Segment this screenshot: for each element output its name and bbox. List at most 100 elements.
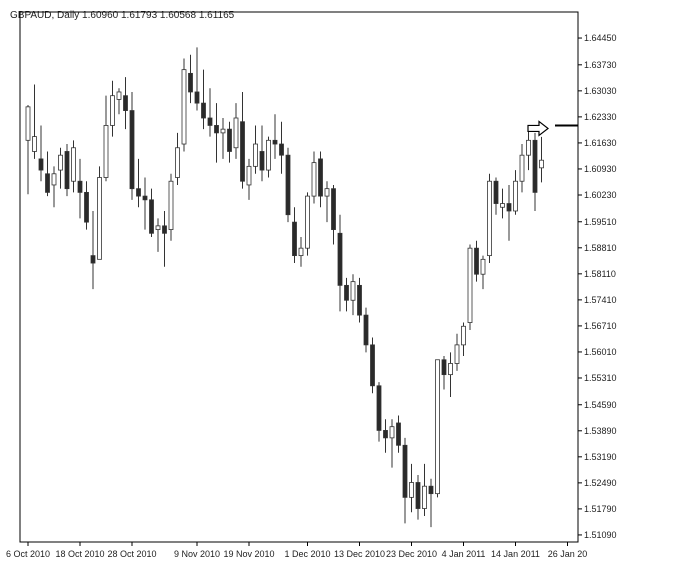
candle-body xyxy=(363,314,369,346)
candle-body xyxy=(513,180,518,212)
candle xyxy=(363,307,369,353)
candle xyxy=(272,114,278,159)
candle-body xyxy=(337,232,343,286)
candle-body xyxy=(201,102,206,119)
candle xyxy=(337,214,343,312)
candle xyxy=(116,88,122,115)
y-tick-label: 1.51790 xyxy=(584,504,617,514)
candle-body xyxy=(116,91,122,100)
candle xyxy=(480,255,486,290)
x-tick-label: 4 Jan 2011 xyxy=(442,549,486,559)
candle xyxy=(422,463,427,516)
x-tick-label: 13 Dec 2010 xyxy=(334,549,385,559)
candle-body xyxy=(532,139,538,193)
candle-body xyxy=(149,199,154,234)
candle-body xyxy=(110,95,115,126)
candle-body xyxy=(168,180,174,230)
y-tick-label: 1.63030 xyxy=(584,86,617,96)
candle-body xyxy=(285,154,291,216)
candle xyxy=(474,240,479,282)
candle xyxy=(181,58,187,152)
candle-body xyxy=(103,125,109,178)
y-tick-label: 1.59510 xyxy=(584,217,617,227)
candle xyxy=(136,158,141,208)
candle-body xyxy=(467,247,473,323)
y-tick-label: 1.60930 xyxy=(584,164,617,174)
candle-body xyxy=(539,159,544,169)
candle-body xyxy=(272,139,278,145)
candle-body xyxy=(58,154,63,171)
candle xyxy=(45,151,50,197)
candle xyxy=(97,166,102,260)
candle-body xyxy=(474,247,479,275)
candle-body xyxy=(233,117,239,149)
plot-frame xyxy=(19,11,579,543)
candle-body xyxy=(227,128,232,152)
candle xyxy=(331,184,336,245)
candle xyxy=(526,129,531,171)
x-tick-label: 6 Oct 2010 xyxy=(6,549,50,559)
candle xyxy=(318,151,323,208)
candle xyxy=(259,125,265,182)
y-tick-label: 1.64450 xyxy=(584,33,617,43)
candle xyxy=(376,382,382,442)
candle-body xyxy=(415,482,421,509)
candle xyxy=(513,170,518,215)
candle xyxy=(64,144,70,197)
candle xyxy=(383,419,388,453)
candle-body xyxy=(142,195,148,201)
candle-body xyxy=(240,121,245,182)
candle xyxy=(428,478,434,528)
candle xyxy=(532,132,538,211)
candle-body xyxy=(376,385,382,431)
candle-body xyxy=(97,177,102,260)
candle-body xyxy=(318,158,323,197)
candle-body xyxy=(214,125,219,134)
candle xyxy=(103,95,109,182)
y-tick-label: 1.56010 xyxy=(584,347,617,357)
candle xyxy=(396,415,401,453)
candle xyxy=(409,463,414,513)
y-tick-label: 1.53190 xyxy=(584,452,617,462)
candle-body xyxy=(357,284,362,316)
candle-body xyxy=(259,151,265,171)
y-tick-label: 1.63730 xyxy=(584,60,617,70)
candle xyxy=(389,419,395,468)
candle-body xyxy=(402,444,408,498)
price-arrow-icon xyxy=(527,120,549,137)
y-tick-label: 1.52490 xyxy=(584,478,617,488)
y-tick-label: 1.58810 xyxy=(584,243,617,253)
candle xyxy=(298,237,304,267)
candle xyxy=(227,121,232,163)
x-tick-label: 14 Jan 2011 xyxy=(491,549,540,559)
candle-body xyxy=(324,188,330,197)
candle-body xyxy=(396,422,401,446)
candle-body xyxy=(461,325,466,346)
y-tick-label: 1.60230 xyxy=(584,190,617,200)
candle xyxy=(357,277,362,323)
x-tick-label: 18 Oct 2010 xyxy=(55,549,104,559)
candle-body xyxy=(344,284,349,301)
candle xyxy=(123,77,128,130)
candle xyxy=(435,359,440,498)
candle xyxy=(519,144,525,193)
candle xyxy=(214,103,219,163)
candle-body xyxy=(292,221,297,257)
candle xyxy=(402,437,408,524)
candle-body xyxy=(435,359,440,495)
candle xyxy=(142,177,148,230)
y-tick-label: 1.55310 xyxy=(584,373,617,383)
candle xyxy=(149,188,154,238)
candle-body xyxy=(493,180,499,204)
candle xyxy=(25,104,31,195)
candle-body xyxy=(279,143,284,156)
y-tick-label: 1.56710 xyxy=(584,321,617,331)
candle-body xyxy=(38,158,44,171)
candle xyxy=(266,136,271,178)
candle-body xyxy=(506,203,512,212)
x-tick-label: 23 Dec 2010 xyxy=(386,549,437,559)
candle-body xyxy=(129,110,135,190)
candle-body xyxy=(32,136,37,152)
candle-body xyxy=(266,139,271,171)
